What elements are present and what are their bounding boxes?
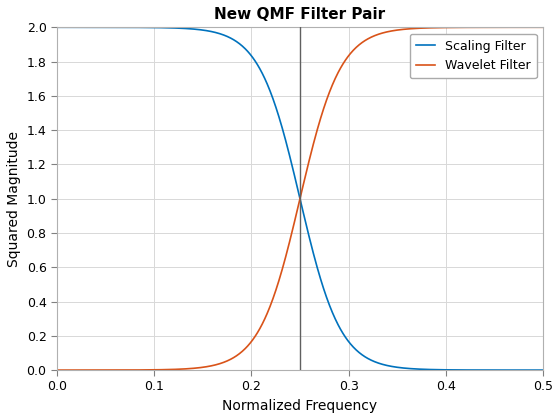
Scaling Filter [54, 25, 60, 30]
Wavelet Filter [433, 25, 440, 30]
Wavelet Filter [441, 25, 448, 30]
Scaling Filter [250, 56, 257, 61]
X-axis label: Normalized Frequency: Normalized Frequency [222, 399, 377, 413]
Line: Wavelet Filter: Wavelet Filter [57, 27, 543, 370]
Scaling Filter [268, 91, 274, 96]
Wavelet Filter [103, 368, 110, 373]
Wavelet Filter [268, 301, 274, 306]
Line: Scaling Filter: Scaling Filter [57, 27, 543, 370]
Scaling Filter [441, 368, 448, 373]
Wavelet Filter [54, 368, 60, 373]
Scaling Filter [433, 367, 440, 372]
Y-axis label: Squared Magnitude: Squared Magnitude [7, 131, 21, 267]
Scaling Filter [388, 364, 394, 369]
Legend: Scaling Filter, Wavelet Filter: Scaling Filter, Wavelet Filter [410, 34, 537, 78]
Scaling Filter [540, 368, 547, 373]
Wavelet Filter [540, 25, 547, 30]
Wavelet Filter [250, 336, 257, 341]
Wavelet Filter [388, 29, 394, 34]
Title: New QMF Filter Pair: New QMF Filter Pair [214, 7, 385, 22]
Scaling Filter [103, 25, 110, 30]
